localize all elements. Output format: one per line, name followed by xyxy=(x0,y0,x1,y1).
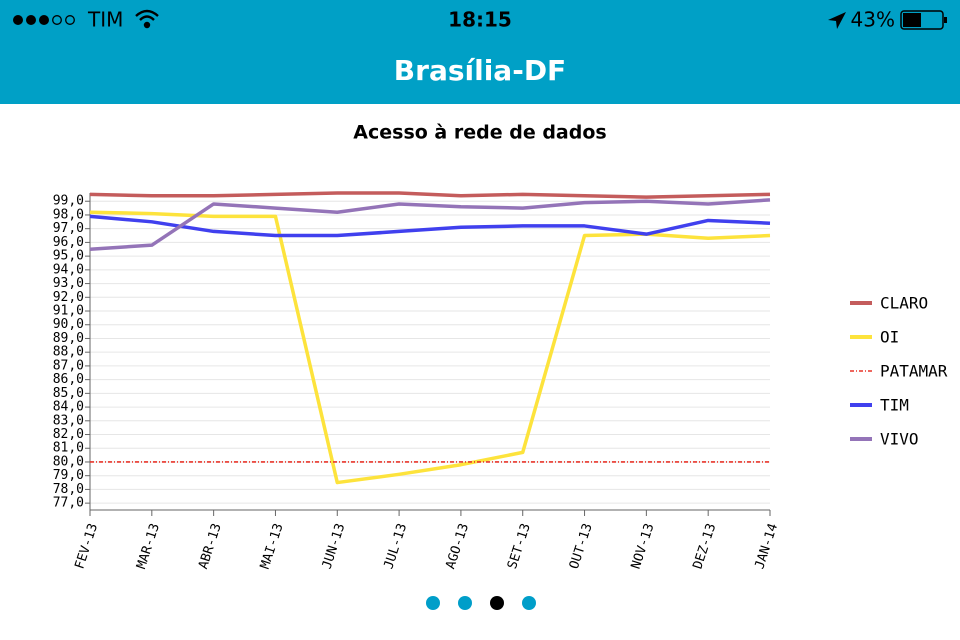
chart-title: Acesso à rede de dados xyxy=(353,122,606,144)
x-tick-label: ABR-13 xyxy=(196,522,225,571)
x-tick-label: NOV-13 xyxy=(629,522,658,571)
legend-label: TIM xyxy=(880,396,909,415)
y-tick-label: 80,0 xyxy=(53,454,84,469)
legend-label: CLARO xyxy=(880,294,928,313)
x-tick-label: JUN-13 xyxy=(320,522,349,571)
y-tick-label: 89,0 xyxy=(53,331,84,346)
x-tick-label: MAR-13 xyxy=(134,522,163,571)
y-tick-label: 81,0 xyxy=(53,441,84,456)
x-tick-label: SET-13 xyxy=(505,522,534,571)
clock: 18:15 xyxy=(448,8,512,32)
y-tick-label: 79,0 xyxy=(53,468,84,483)
y-tick-label: 85,0 xyxy=(53,386,84,401)
x-tick-label: JAN-14 xyxy=(752,522,781,571)
pager[interactable] xyxy=(426,596,536,610)
signal-strength xyxy=(13,15,75,25)
y-tick-label: 88,0 xyxy=(53,345,84,360)
y-tick-label: 94,0 xyxy=(53,262,84,277)
y-tick-label: 97,0 xyxy=(53,221,84,236)
pager-dot[interactable] xyxy=(458,596,472,610)
x-tick-label: AGO-13 xyxy=(443,522,472,571)
y-tick-label: 95,0 xyxy=(53,249,84,264)
y-tick-label: 90,0 xyxy=(53,317,84,332)
y-tick-label: 91,0 xyxy=(53,304,84,319)
x-tick-label: JUL-13 xyxy=(381,522,410,571)
y-tick-label: 98,0 xyxy=(53,207,84,222)
y-tick-label: 78,0 xyxy=(53,482,84,497)
page-title: Brasília-DF xyxy=(394,54,566,87)
x-tick-label: DEZ-13 xyxy=(691,522,720,571)
series-line xyxy=(89,191,771,199)
y-tick-label: 82,0 xyxy=(53,427,84,442)
legend-label: VIVO xyxy=(880,430,919,449)
plot: 77,078,079,080,081,082,083,084,085,086,0… xyxy=(53,191,948,571)
pager-dot-active[interactable] xyxy=(490,596,504,610)
legend-label: PATAMAR xyxy=(880,362,948,381)
y-tick-label: 93,0 xyxy=(53,276,84,291)
pager-dot[interactable] xyxy=(426,596,440,610)
y-tick-label: 87,0 xyxy=(53,358,84,373)
y-tick-label: 77,0 xyxy=(53,496,84,511)
y-tick-label: 83,0 xyxy=(53,413,84,428)
battery-percent: 43% xyxy=(851,8,895,32)
series-line xyxy=(89,210,771,485)
app-bar xyxy=(0,0,960,104)
y-tick-label: 86,0 xyxy=(53,372,84,387)
carrier: TIM xyxy=(87,8,123,32)
y-tick-label: 99,0 xyxy=(53,194,84,209)
wifi-icon xyxy=(135,9,159,29)
battery-icon xyxy=(900,10,947,30)
y-tick-label: 84,0 xyxy=(53,400,84,415)
x-tick-label: FEV-13 xyxy=(72,522,101,571)
y-tick-label: 92,0 xyxy=(53,290,84,305)
pager-dot[interactable] xyxy=(522,596,536,610)
x-tick-label: OUT-13 xyxy=(567,522,596,571)
series-line xyxy=(89,198,771,252)
location-icon xyxy=(828,12,846,29)
x-tick-label: MAI-13 xyxy=(258,522,287,571)
series-line xyxy=(89,214,771,238)
legend-label: OI xyxy=(880,328,899,347)
y-tick-label: 96,0 xyxy=(53,235,84,250)
